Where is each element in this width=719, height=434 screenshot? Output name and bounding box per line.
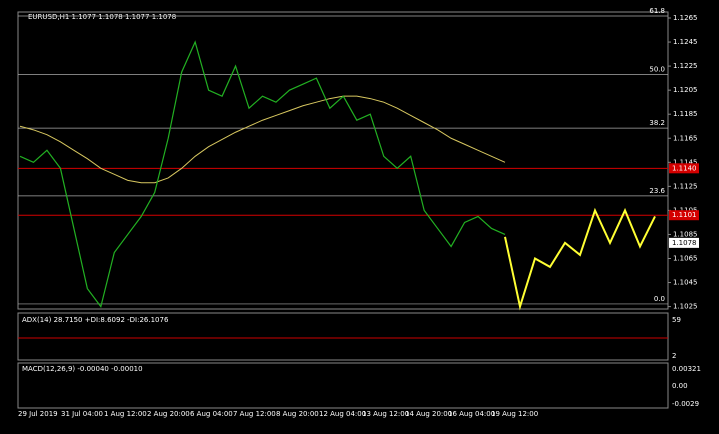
forecast <box>504 207 656 311</box>
fib-label: 0.0 <box>654 295 665 303</box>
macd-scale: -0.0029 <box>672 400 699 408</box>
time-label: 13 Aug 12:00 <box>362 410 409 418</box>
price-tag <box>669 210 699 221</box>
price-tick-label: 1.1025 <box>673 303 698 311</box>
fib-label: 61.8 <box>649 7 665 15</box>
symbol-label: EURUSD,H1 1.1077 1.1078 1.1077 1.1078 <box>28 13 176 21</box>
price-tag-label: 1.1140 <box>672 164 697 172</box>
macd-label: MACD(12,26,9) -0.00040 -0.00010 <box>22 365 143 373</box>
time-label: 16 Aug 04:00 <box>448 410 495 418</box>
price-tick-label: 1.1125 <box>673 182 698 190</box>
time-label: 8 Aug 20:00 <box>276 410 319 418</box>
price-tick-label: 1.1065 <box>673 254 698 262</box>
fib-label: 38.2 <box>649 119 665 127</box>
time-label: 12 Aug 04:00 <box>319 410 366 418</box>
time-label: 6 Aug 04:00 <box>190 410 233 418</box>
adx-scale: 2 <box>672 352 676 360</box>
adx-label: ADX(14) 28.7150 +DI:8.6092 -DI:26.1076 <box>22 316 169 324</box>
price-tick-label: 1.1185 <box>673 110 698 118</box>
price-tick-label: 1.1045 <box>673 279 698 287</box>
price-tick-label: 1.1165 <box>673 134 698 142</box>
time-label: 1 Aug 12:00 <box>104 410 147 418</box>
time-label: 31 Jul 04:00 <box>61 410 103 418</box>
price-tick-label: 1.1265 <box>673 14 698 22</box>
price-tag-label: 1.1101 <box>672 211 697 219</box>
time-label: 29 Jul 2019 <box>18 410 58 418</box>
price-tick-label: 1.1145 <box>673 158 698 166</box>
time-label: 19 Aug 12:00 <box>491 410 538 418</box>
price-tick-label: 1.1225 <box>673 62 698 70</box>
price-tag-label: 1.1078 <box>672 239 697 247</box>
fib-label: 23.6 <box>649 187 665 195</box>
time-label: 14 Aug 20:00 <box>405 410 452 418</box>
price-tag <box>669 237 699 248</box>
fib-label: 50.0 <box>649 66 665 74</box>
adx-panel <box>17 312 669 361</box>
time-label: 2 Aug 20:00 <box>147 410 190 418</box>
ma-series <box>19 95 506 184</box>
price-tick-label: 1.1205 <box>673 86 698 94</box>
price-tick-label: 1.1245 <box>673 38 698 46</box>
macd-scale: 0.00321 <box>672 365 701 373</box>
price-series <box>19 40 506 308</box>
main-panel <box>17 11 669 310</box>
time-label: 7 Aug 12:00 <box>233 410 276 418</box>
price-tag <box>669 163 699 174</box>
macd-panel <box>17 362 669 409</box>
price-tick-label: 1.1085 <box>673 230 698 238</box>
macd-scale: 0.00 <box>672 382 688 390</box>
adx-scale: 59 <box>672 316 681 324</box>
